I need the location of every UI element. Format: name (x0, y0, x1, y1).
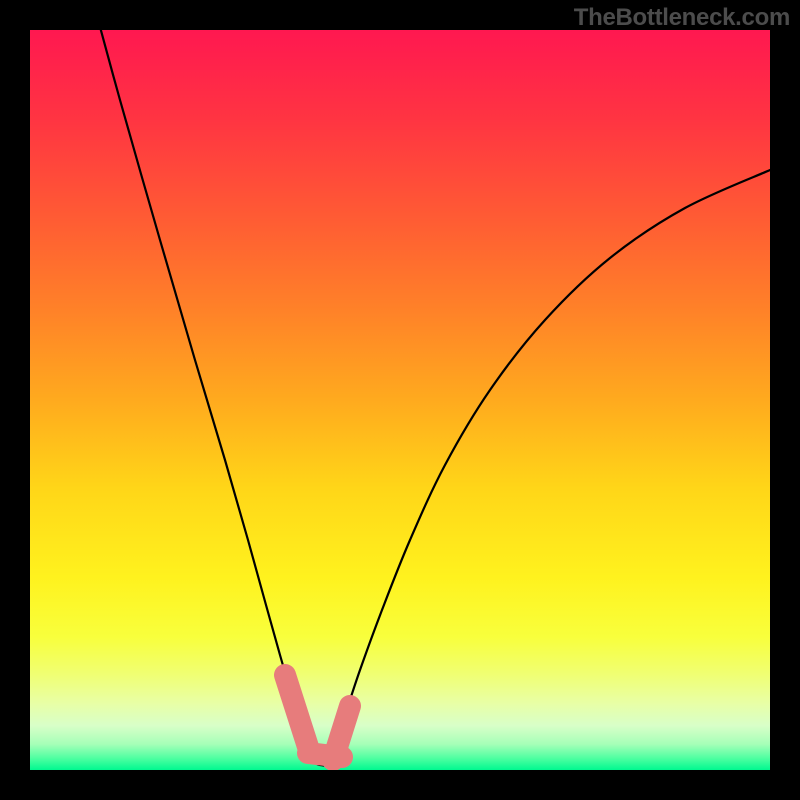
plot-svg (30, 30, 770, 770)
plot-area (30, 30, 770, 770)
gradient-background (30, 30, 770, 770)
watermark-text: TheBottleneck.com (574, 4, 790, 32)
figure-root: TheBottleneck.com (0, 0, 800, 800)
